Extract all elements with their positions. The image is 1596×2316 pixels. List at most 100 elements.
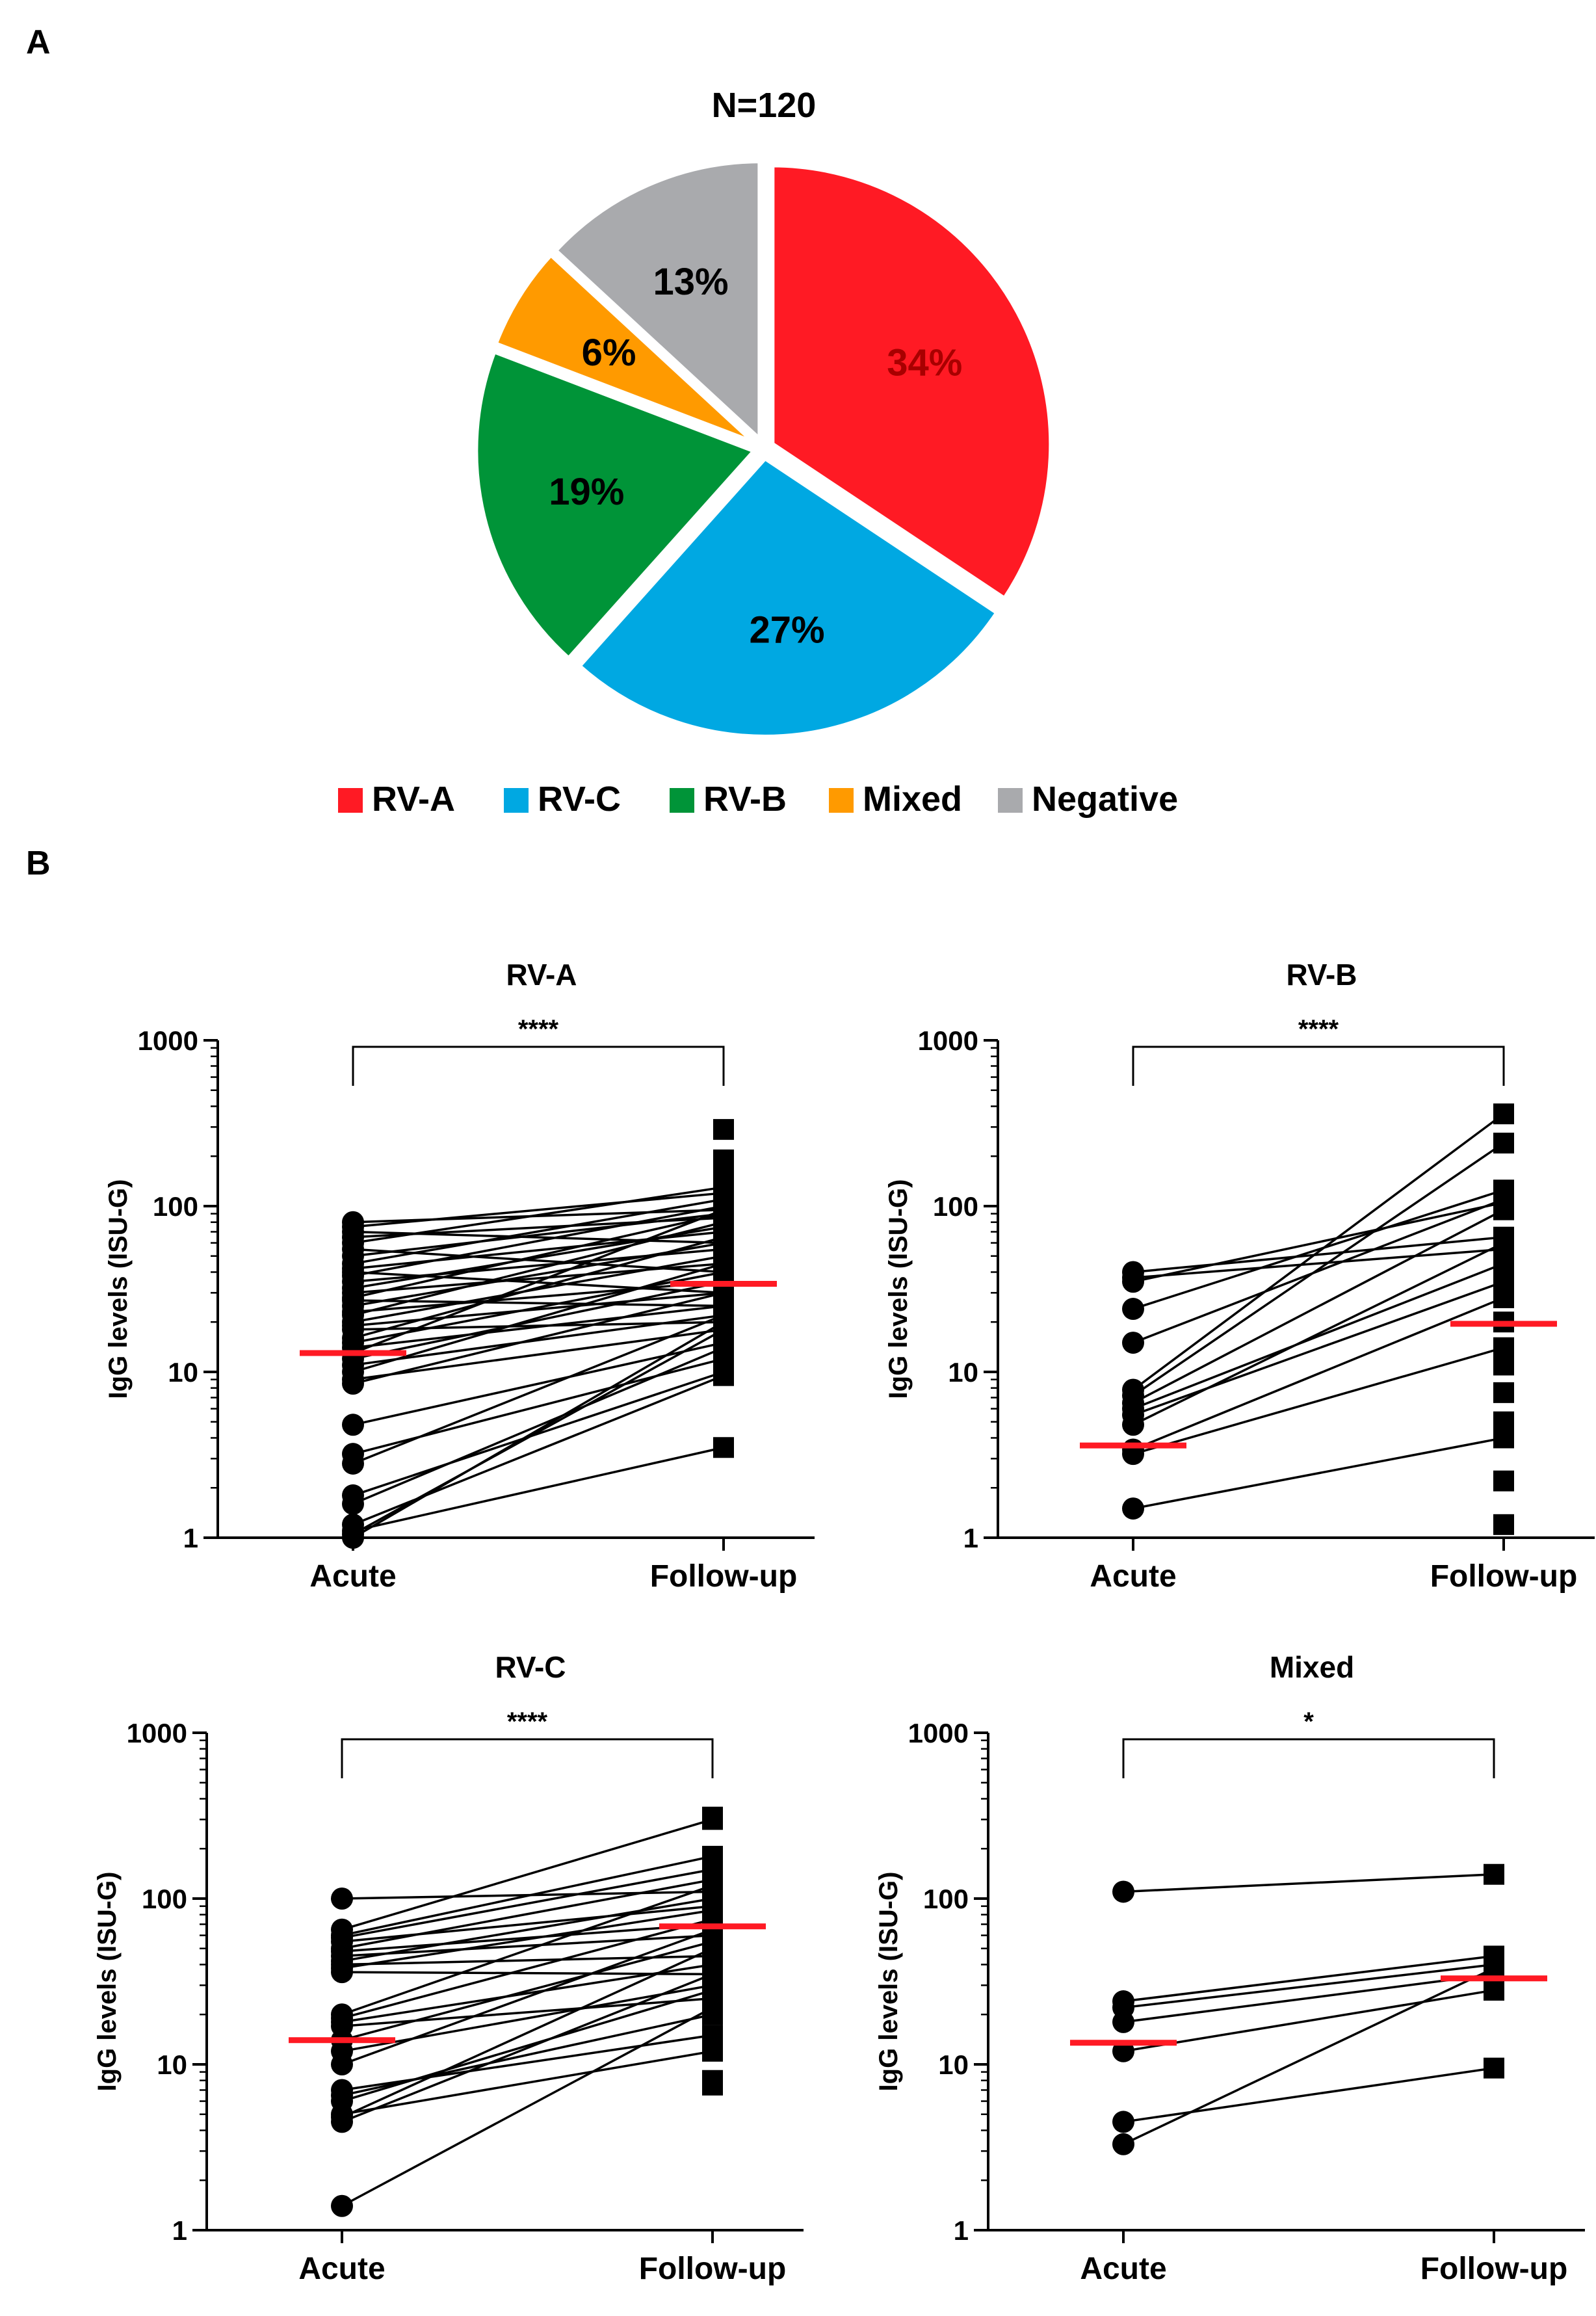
paired-line [352, 1205, 724, 1277]
significance-bracket [352, 1046, 725, 1086]
x-category-label: Follow-up [1430, 1559, 1578, 1594]
y-tick-label: 100 [142, 1884, 187, 1914]
y-tick-label: 1 [963, 1523, 978, 1553]
followup-point [702, 1997, 723, 2018]
acute-point [1122, 1414, 1144, 1436]
acute-point [342, 1414, 364, 1436]
paired-line [341, 1818, 713, 1931]
y-tick-label: 1000 [127, 1718, 187, 1748]
y-tick-label: 1000 [908, 1718, 969, 1748]
pie-slice-rv-a [769, 162, 1054, 603]
paired-line [341, 2007, 713, 2207]
legend-label-rv-b: RV-B [703, 780, 787, 819]
followup-point [702, 1919, 723, 1940]
followup-point [1484, 1958, 1504, 1979]
paired-line [1123, 1989, 1495, 2053]
acute-point [1122, 1497, 1144, 1520]
y-tick-label: 1 [954, 2215, 969, 2246]
acute-point [1122, 1443, 1144, 1466]
paired-line [341, 1884, 713, 2016]
paired-line [352, 1304, 724, 1349]
acute-point [331, 2053, 353, 2075]
paired-line [341, 1997, 713, 2027]
followup-point [1493, 1424, 1514, 1445]
y-tick-label: 100 [933, 1191, 978, 1222]
legend-label-rv-a: RV-A [372, 780, 455, 819]
acute-point [342, 1492, 364, 1515]
paired-line [341, 1878, 713, 1950]
acute-point [331, 2111, 353, 2133]
paired-line [352, 1446, 724, 1533]
y-axis-label: IgG levels (ISU-G) [93, 1872, 122, 2092]
paired-line [352, 1314, 724, 1465]
legend-label-rv-c: RV-C [538, 780, 621, 819]
paired-line [1132, 1198, 1504, 1344]
pie-label-rv-c: 27% [749, 609, 824, 651]
y-axis-label: IgG levels (ISU-G) [104, 1179, 133, 1399]
followup-point [1493, 1337, 1514, 1358]
legend-label-mixed: Mixed [863, 780, 962, 819]
followup-point [1484, 1979, 1504, 2001]
followup-point [1493, 1382, 1514, 1403]
paired-line [1132, 1436, 1504, 1510]
paired-line [1132, 1248, 1504, 1279]
legend-swatch-rv-a [338, 788, 363, 813]
followup-point [1493, 1470, 1514, 1492]
pie-slice-negative [551, 158, 763, 447]
y-tick-label: 1000 [138, 1025, 198, 1056]
paired-line [1132, 1242, 1504, 1426]
paired-line [341, 1940, 713, 2042]
significance-label: **** [518, 1015, 559, 1044]
paired-line [1132, 1262, 1504, 1410]
pie-slice-rv-c [575, 454, 1002, 740]
pie-label-negative: 13% [653, 261, 728, 303]
paired-line [1132, 1142, 1504, 1397]
chart-title: Mixed [1270, 1650, 1354, 1684]
legend-swatch-rv-b [670, 788, 694, 813]
panel-label-a: A [26, 23, 51, 61]
legend-label-negative: Negative [1032, 780, 1178, 819]
paired-line [352, 1328, 724, 1536]
significance-label: **** [507, 1707, 548, 1736]
paired-line [352, 1212, 724, 1299]
y-tick-label: 10 [948, 1357, 978, 1388]
x-category-label: Acute [309, 1559, 396, 1594]
paired-line [1132, 1189, 1504, 1310]
pie-legend: RV-A RV-C RV-B Mixed Negative [338, 780, 1178, 819]
paired-line [352, 1371, 724, 1497]
followup-point [713, 1337, 734, 1358]
significance-label: * [1303, 1707, 1314, 1736]
pie-label-rv-a: 34% [887, 341, 962, 384]
followup-point [1484, 2057, 1504, 2079]
paired-line [341, 1947, 713, 2118]
paired-line [352, 1280, 724, 1313]
paired-line [1123, 1954, 1495, 2003]
followup-point [1493, 1133, 1514, 1154]
acute-point [1112, 2133, 1134, 2155]
y-axis-label: IgG levels (ISU-G) [884, 1179, 913, 1399]
paired-line [352, 1209, 724, 1354]
followup-point [1493, 1514, 1514, 1535]
paired-line [352, 1186, 724, 1244]
paired-line [341, 1897, 713, 1962]
x-category-label: Follow-up [1420, 2252, 1568, 2286]
paired-line [352, 1280, 724, 1360]
paired-line [341, 1963, 713, 2023]
pie-slice-mixed [491, 250, 758, 447]
paired-line [352, 1270, 724, 1344]
followup-point [1493, 1103, 1514, 1125]
y-tick-label: 1000 [918, 1025, 978, 1056]
paired-line [1132, 1201, 1504, 1283]
followup-point [1493, 1253, 1514, 1274]
x-category-label: Follow-up [639, 2252, 787, 2286]
y-axis-label: IgG levels (ISU-G) [874, 1872, 903, 2092]
significance-label: **** [1298, 1015, 1339, 1044]
acute-point [1122, 1270, 1144, 1293]
followup-point [702, 2074, 723, 2096]
scatter-rv-b: RV-B **** 1 10 100 1000 Acute Follow-up IgG leve… [884, 958, 1595, 1594]
paired-line [1132, 1112, 1505, 1391]
paired-line [341, 2050, 713, 2116]
y-tick-label: 10 [157, 2049, 187, 2080]
paired-line [341, 1973, 713, 2124]
followup-point [713, 1437, 734, 1458]
